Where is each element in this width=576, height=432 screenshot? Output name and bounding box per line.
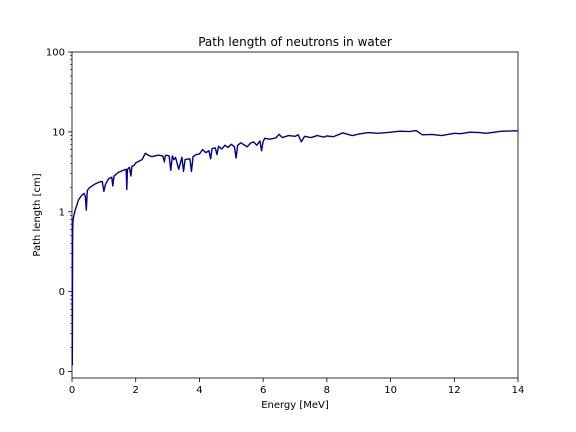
y-tick-label: 100 bbox=[46, 48, 65, 59]
y-axis-label: Path length [cm] bbox=[32, 173, 43, 256]
x-tick-label: 4 bbox=[196, 385, 202, 396]
x-tick-label: 2 bbox=[133, 385, 139, 396]
x-tick-label: 10 bbox=[384, 385, 397, 396]
plot-area-frame bbox=[71, 51, 519, 379]
x-tick-label: 12 bbox=[448, 385, 461, 396]
y-tick-label: 0 bbox=[59, 367, 65, 378]
x-axis-label: Energy [MeV] bbox=[261, 400, 329, 411]
x-tick-label: 0 bbox=[69, 385, 75, 396]
x-axis: 0 2 4 6 8 10 12 14 bbox=[69, 378, 525, 396]
y-tick-label: 10 bbox=[52, 127, 65, 138]
y-tick-label: 1 bbox=[59, 207, 65, 218]
x-tick-label: 6 bbox=[260, 385, 266, 396]
chart-title: Path length of neutrons in water bbox=[198, 35, 392, 49]
x-tick-label: 14 bbox=[512, 385, 525, 396]
y-tick-label: 0 bbox=[59, 287, 65, 298]
series-line bbox=[71, 129, 519, 366]
y-axis: 0 0 1 10 100 bbox=[46, 48, 72, 378]
x-tick-label: 8 bbox=[324, 385, 330, 396]
series-layer bbox=[71, 129, 519, 366]
